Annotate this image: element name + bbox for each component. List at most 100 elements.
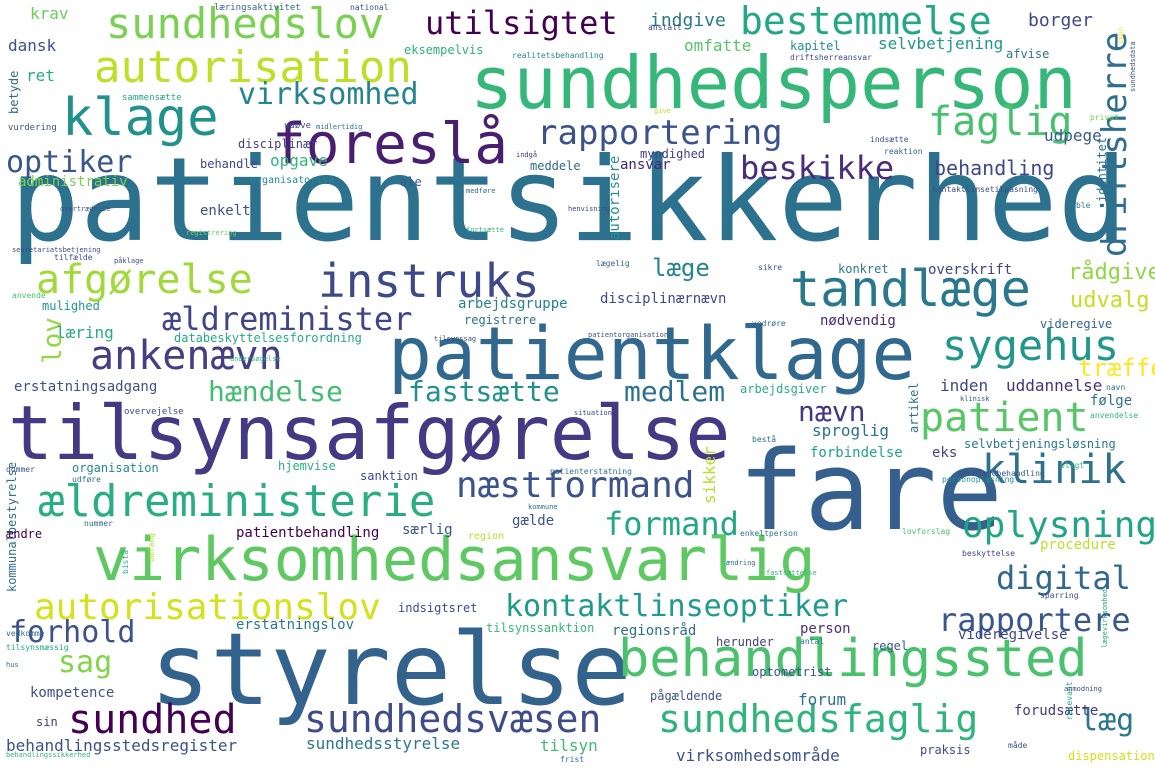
cloud-word: omfang (147, 533, 156, 562)
cloud-word: erstatningsadgang (14, 379, 158, 395)
cloud-word: forhold (9, 615, 136, 650)
cloud-word: omfatte (684, 36, 752, 55)
cloud-word: kompetence (30, 685, 115, 701)
cloud-word: enkeltperson (740, 529, 798, 538)
cloud-word: afgørelse (36, 257, 253, 303)
cloud-word: forudsætte (1014, 703, 1099, 719)
cloud-word: lægelig (596, 259, 630, 268)
cloud-word: frist (560, 755, 585, 764)
cloud-word: instruks (318, 254, 540, 308)
cloud-word: sproglig (812, 421, 890, 440)
cloud-word: arbejdsgiver (740, 382, 827, 396)
cloud-word: privat (1090, 113, 1119, 122)
cloud-word: klinik (982, 447, 1127, 493)
cloud-word: indgive (650, 10, 726, 31)
cloud-word: træffe (1078, 354, 1155, 382)
cloud-word: lovforslag (902, 527, 951, 536)
cloud-word: undersøgelse (230, 355, 281, 363)
cloud-word: kontaktlinsetilpasning (932, 185, 1038, 194)
cloud-word: artikel (907, 382, 921, 433)
cloud-word: navn (1106, 383, 1126, 392)
cloud-word: selvbetjening (878, 34, 1004, 53)
cloud-word: dansk (8, 36, 57, 55)
cloud-word: hændelse (208, 375, 343, 408)
cloud-word: tandlægebehandling (958, 469, 1045, 478)
cloud-word: driftsherreansvar (790, 53, 872, 62)
cloud-word: ældreminister (162, 300, 413, 338)
cloud-word: udføre (72, 475, 101, 484)
cloud-word: behandle (200, 157, 258, 171)
cloud-word: sygehus (942, 321, 1120, 370)
cloud-word: krav (30, 4, 69, 23)
cloud-word: skøn (1117, 27, 1125, 44)
cloud-word: følge (1090, 393, 1133, 409)
cloud-word: overskrift (928, 262, 1013, 278)
cloud-word: sanktion (360, 469, 418, 483)
cloud-word: sundhedsdata (1129, 41, 1137, 92)
cloud-word: sundhed (68, 697, 237, 743)
cloud-word: sekretariatsbetjening (12, 246, 101, 254)
cloud-word: ændre (6, 527, 43, 541)
cloud-word: national (350, 3, 389, 12)
cloud-word: udøve (284, 121, 312, 131)
cloud-word: rådgive (1068, 260, 1155, 285)
cloud-word: bestå (752, 435, 777, 444)
cloud-word: overtrædelse (60, 205, 111, 213)
cloud-word: afvise (1006, 47, 1050, 61)
cloud-word: erstatningslov (236, 617, 355, 633)
cloud-word: myndighed (640, 147, 706, 161)
cloud-word: antal (800, 637, 825, 646)
cloud-word: autorisation (94, 42, 412, 93)
cloud-word: videregive (1040, 317, 1113, 331)
cloud-word: ble (1076, 201, 1091, 210)
cloud-word: særlig (402, 522, 453, 538)
cloud-word: sundhedsfaglig (658, 697, 979, 741)
cloud-word: eksempelvis (404, 43, 484, 57)
cloud-word: henvisning (568, 205, 611, 213)
cloud-word: databeskyttelsesforordning (174, 331, 362, 345)
cloud-word: midlertidig (316, 123, 363, 131)
cloud-word: ældreministerie (38, 476, 436, 527)
cloud-word: patienterstatning (550, 467, 632, 476)
cloud-word: hus (6, 661, 19, 669)
cloud-word: faglig (928, 99, 1073, 145)
cloud-word: konkret (838, 262, 889, 276)
cloud-word: udpege (1044, 126, 1102, 145)
cloud-word: betyde (7, 70, 21, 114)
cloud-word: patientorganisation (588, 331, 669, 339)
cloud-word: patient (920, 395, 1089, 441)
cloud-word: sikker (700, 446, 719, 504)
cloud-word: nødvendig (820, 313, 896, 329)
cloud-word: oplysning (962, 505, 1155, 546)
cloud-word: læringsaktivitet (214, 3, 301, 13)
cloud-word: lægevirksomhed (1101, 588, 1109, 648)
cloud-word: tilsynssanktion (486, 621, 595, 635)
cloud-word: læg (1080, 703, 1135, 738)
cloud-word: tilsyn (540, 736, 598, 755)
cloud-word: vurdering (8, 123, 57, 133)
cloud-word: påklage (114, 257, 144, 265)
cloud-word: praksis (920, 743, 971, 757)
cloud-word: tilsynsafgørelse (8, 389, 731, 477)
cloud-word: person (800, 621, 851, 637)
cloud-word: vedkomme (6, 629, 45, 638)
cloud-word: ale (400, 175, 422, 189)
cloud-word: anstalt (648, 23, 682, 32)
cloud-word: eks (932, 445, 958, 461)
cloud-word: bistå (121, 549, 130, 574)
cloud-word: behandlingsstedsregister (6, 736, 238, 755)
cloud-word: optometrist (752, 665, 832, 679)
cloud-word: nummer (84, 519, 113, 528)
cloud-word: fortsætte (466, 226, 504, 234)
cloud-word: identitet (1095, 136, 1109, 202)
cloud-word: mulighed (42, 299, 100, 313)
cloud-word: inden (940, 376, 989, 395)
cloud-word: disciplinær (238, 137, 318, 151)
cloud-word: medføre (466, 187, 496, 195)
cloud-word: sundhedslov (106, 0, 385, 48)
cloud-word: anvendelse (1090, 411, 1139, 420)
cloud-word: klinisk (960, 395, 990, 403)
cloud-word: tilsynsmæssig (6, 643, 69, 652)
cloud-word: medlem (624, 375, 726, 408)
cloud-word: pågældende (650, 689, 723, 703)
